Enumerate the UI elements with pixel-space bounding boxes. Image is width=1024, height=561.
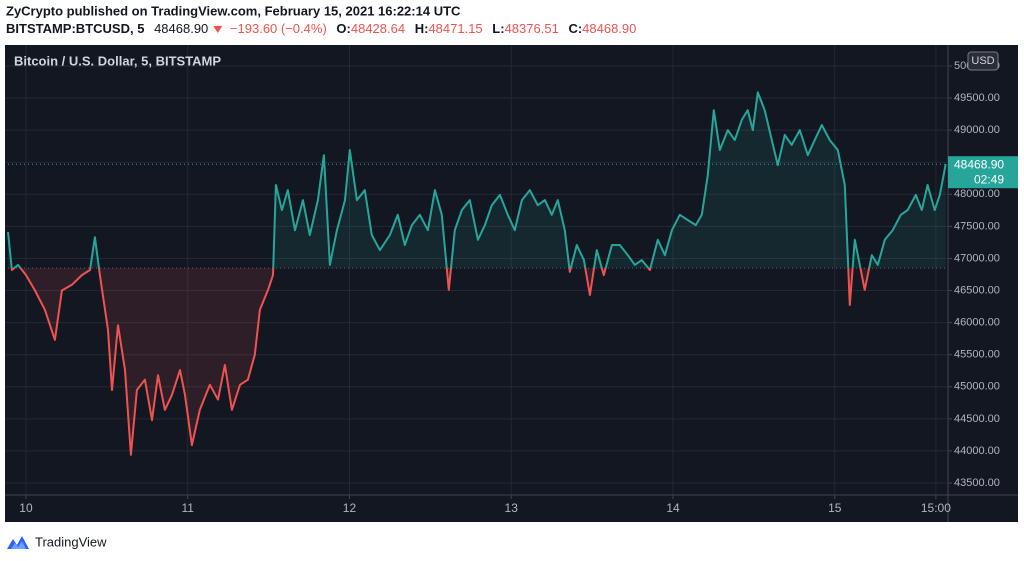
ohlc-value: 48468.90 (582, 21, 636, 36)
countdown: 02:49 (974, 172, 1004, 186)
y-tick-label: 46500.00 (954, 284, 1000, 296)
down-triangle (213, 25, 223, 33)
x-tick-label: 15 (828, 501, 842, 515)
y-tick-label: 44500.00 (954, 413, 1000, 425)
published-line: ZyCrypto published on TradingView.com, F… (6, 3, 461, 18)
ohlc-value: 48376.51 (505, 21, 559, 36)
y-tick-label: 45500.00 (954, 349, 1000, 361)
ohlc-label: L: (492, 21, 504, 36)
y-tick-label: 46000.00 (954, 317, 1000, 329)
last-price: 48468.90 (154, 21, 208, 36)
baseline-area (8, 92, 946, 455)
y-tick-label: 44000.00 (954, 445, 1000, 457)
x-tick-label: 14 (666, 501, 680, 515)
y-tick-label: 49500.00 (954, 92, 1000, 104)
x-tick-label: 13 (505, 501, 519, 515)
last-price-label: 48468.90 (954, 157, 1004, 171)
plot (7, 91, 948, 456)
y-tick-label: 43500.00 (954, 477, 1000, 489)
y-tick-label: 47500.00 (954, 220, 1000, 232)
ohlc-value: 48471.15 (428, 21, 482, 36)
currency: USD (971, 55, 994, 67)
brand: TradingView (35, 534, 107, 549)
symbol-line: BITSTAMP:BTCUSD, 5 48468.90 −193.60 (−0.… (6, 21, 636, 36)
y-tick-label: 48000.00 (954, 188, 1000, 200)
symbol: BITSTAMP:BTCUSD, 5 (6, 21, 144, 36)
x-tick-label: 15:00 (921, 501, 951, 515)
ohlc-value: 48428.64 (351, 21, 405, 36)
x-tick-label: 12 (343, 501, 357, 515)
change: −193.60 (−0.4%) (230, 21, 327, 36)
currency-box (967, 51, 999, 71)
tradingview-logo (7, 536, 29, 549)
chart-title: Bitcoin / U.S. Dollar, 5, BITSTAMP (14, 53, 221, 68)
axes: 43500.00 44000.00 44500.00 45000.00 45500.00… (19, 51, 1018, 515)
price-line (7, 91, 947, 456)
y-tick-label: 45000.00 (954, 381, 1000, 393)
x-tick-label: 11 (181, 501, 194, 515)
y-tick-label: 47000.00 (954, 252, 1000, 264)
ohlc-label: C: (568, 21, 582, 36)
x-tick-label: 10 (19, 501, 33, 515)
y-tick-label: 49000.00 (954, 124, 1000, 136)
ohlc-label: H: (415, 21, 429, 36)
ohlc-label: O: (336, 21, 350, 36)
last-price-box (948, 156, 1018, 189)
